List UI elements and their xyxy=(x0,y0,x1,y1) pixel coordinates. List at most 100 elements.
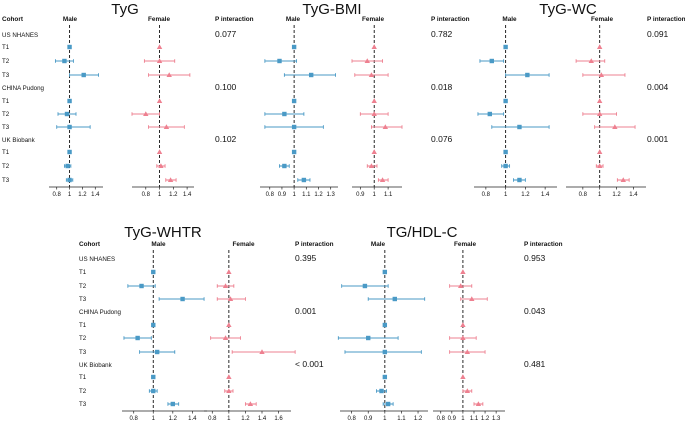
male-estimate-square xyxy=(382,322,388,328)
female-x-tick-label: 1.2 xyxy=(481,416,490,421)
female-panel-header: Female xyxy=(148,16,170,23)
male-estimate-square xyxy=(379,388,384,394)
male-estimate-square xyxy=(180,296,185,302)
male-x-tick-label: 1.2 xyxy=(414,416,423,421)
male-estimate-square xyxy=(277,58,282,64)
female-estimate-triangle xyxy=(371,98,377,103)
female-x-tick-label: 0.8 xyxy=(437,416,446,421)
male-estimate-square xyxy=(382,269,388,275)
female-x-tick-label: 1 xyxy=(373,192,377,198)
p-interaction-value: 0.004 xyxy=(647,82,669,92)
female-panel-header: Female xyxy=(362,16,384,23)
male-estimate-square xyxy=(139,283,144,289)
p-interaction-header: P interaction xyxy=(524,241,563,248)
tertile-label: T2 xyxy=(79,335,87,342)
female-estimate-triangle xyxy=(156,58,163,63)
female-estimate-triangle xyxy=(222,335,229,340)
male-x-tick-label: 1 xyxy=(292,192,296,198)
chart-title: TyG-BMI xyxy=(302,1,361,18)
p-interaction-value: 0.076 xyxy=(431,134,453,144)
male-estimate-square xyxy=(487,111,493,117)
female-estimate-triangle xyxy=(371,111,377,116)
male-estimate-square xyxy=(503,149,508,155)
male-estimate-square xyxy=(503,98,508,104)
female-x-tick-label: 1 xyxy=(598,192,602,198)
female-estimate-triangle xyxy=(460,374,466,379)
male-estimate-square xyxy=(65,163,70,169)
male-estimate-square xyxy=(489,58,494,64)
female-estimate-triangle xyxy=(588,58,594,63)
p-interaction-header: P interaction xyxy=(647,16,685,23)
female-estimate-triangle xyxy=(368,163,375,168)
female-estimate-triangle xyxy=(382,124,389,129)
male-x-tick-label: 0.9 xyxy=(278,192,287,198)
tertile-label: T2 xyxy=(2,111,10,118)
female-estimate-triangle xyxy=(143,111,149,116)
male-x-tick-label: 1.2 xyxy=(521,192,530,198)
female-estimate-triangle xyxy=(596,163,603,168)
male-x-tick-label: 1.4 xyxy=(91,192,100,198)
male-estimate-square xyxy=(517,124,522,130)
male-estimate-square xyxy=(64,111,70,117)
female-panel-header: Female xyxy=(232,241,254,248)
female-estimate-triangle xyxy=(247,401,254,406)
male-x-tick-label: 1.1 xyxy=(397,416,406,421)
female-estimate-triangle xyxy=(156,98,163,103)
male-estimate-square xyxy=(291,149,297,155)
male-estimate-square xyxy=(525,72,530,78)
female-x-tick-label: 1.6 xyxy=(274,416,283,421)
chart-title: TyG xyxy=(111,1,139,18)
female-x-tick-label: 1.2 xyxy=(169,192,178,198)
male-x-tick-label: 0.8 xyxy=(266,192,275,198)
p-interaction-value: 0.100 xyxy=(215,82,237,92)
male-x-tick-label: 1 xyxy=(152,416,156,421)
female-x-tick-label: 1.1 xyxy=(470,416,479,421)
female-estimate-triangle xyxy=(166,72,172,77)
female-estimate-triangle xyxy=(460,322,466,327)
female-estimate-triangle xyxy=(620,177,626,182)
male-panel-header: Male xyxy=(286,16,301,23)
male-estimate-square xyxy=(67,124,72,130)
p-interaction-value: 0.102 xyxy=(215,134,237,144)
male-estimate-square xyxy=(151,322,156,328)
p-interaction-header: P interaction xyxy=(215,16,254,23)
tertile-label: T3 xyxy=(2,124,10,131)
tertile-label: T1 xyxy=(79,322,87,329)
male-x-tick-label: 0.8 xyxy=(482,192,491,198)
female-estimate-triangle xyxy=(167,177,174,182)
tertile-label: T2 xyxy=(79,283,87,290)
tertile-label: T3 xyxy=(2,72,10,79)
female-x-tick-label: 1.4 xyxy=(629,192,638,198)
female-x-tick-label: 1.2 xyxy=(241,416,250,421)
male-estimate-square xyxy=(517,177,522,183)
female-x-tick-label: 1 xyxy=(227,416,231,421)
female-estimate-triangle xyxy=(469,296,475,301)
male-estimate-square xyxy=(62,58,67,64)
male-estimate-square xyxy=(67,149,72,155)
female-panel-header: Female xyxy=(591,16,613,23)
male-x-tick-label: 1.2 xyxy=(78,192,87,198)
male-estimate-square xyxy=(362,283,368,289)
cohort-column-header: Cohort xyxy=(79,241,101,248)
male-estimate-square xyxy=(385,401,391,407)
tertile-label: T1 xyxy=(2,44,10,51)
female-estimate-triangle xyxy=(226,322,232,327)
female-x-tick-label: 1 xyxy=(158,192,162,198)
female-x-tick-label: 0.8 xyxy=(579,192,588,198)
male-x-tick-label: 1 xyxy=(383,416,387,421)
p-interaction-value: 0.001 xyxy=(295,306,317,316)
female-estimate-triangle xyxy=(226,388,232,393)
male-estimate-square xyxy=(67,177,72,183)
male-estimate-square xyxy=(366,335,371,341)
male-estimate-square xyxy=(282,111,287,117)
male-estimate-square xyxy=(151,388,156,394)
female-estimate-triangle xyxy=(596,111,603,116)
male-x-tick-label: 1.2 xyxy=(314,192,323,198)
tertile-label: T3 xyxy=(79,296,87,303)
female-estimate-triangle xyxy=(464,349,471,354)
tertile-label: T1 xyxy=(79,374,87,381)
female-estimate-triangle xyxy=(222,283,229,288)
male-estimate-square xyxy=(81,72,86,78)
female-estimate-triangle xyxy=(596,44,603,49)
